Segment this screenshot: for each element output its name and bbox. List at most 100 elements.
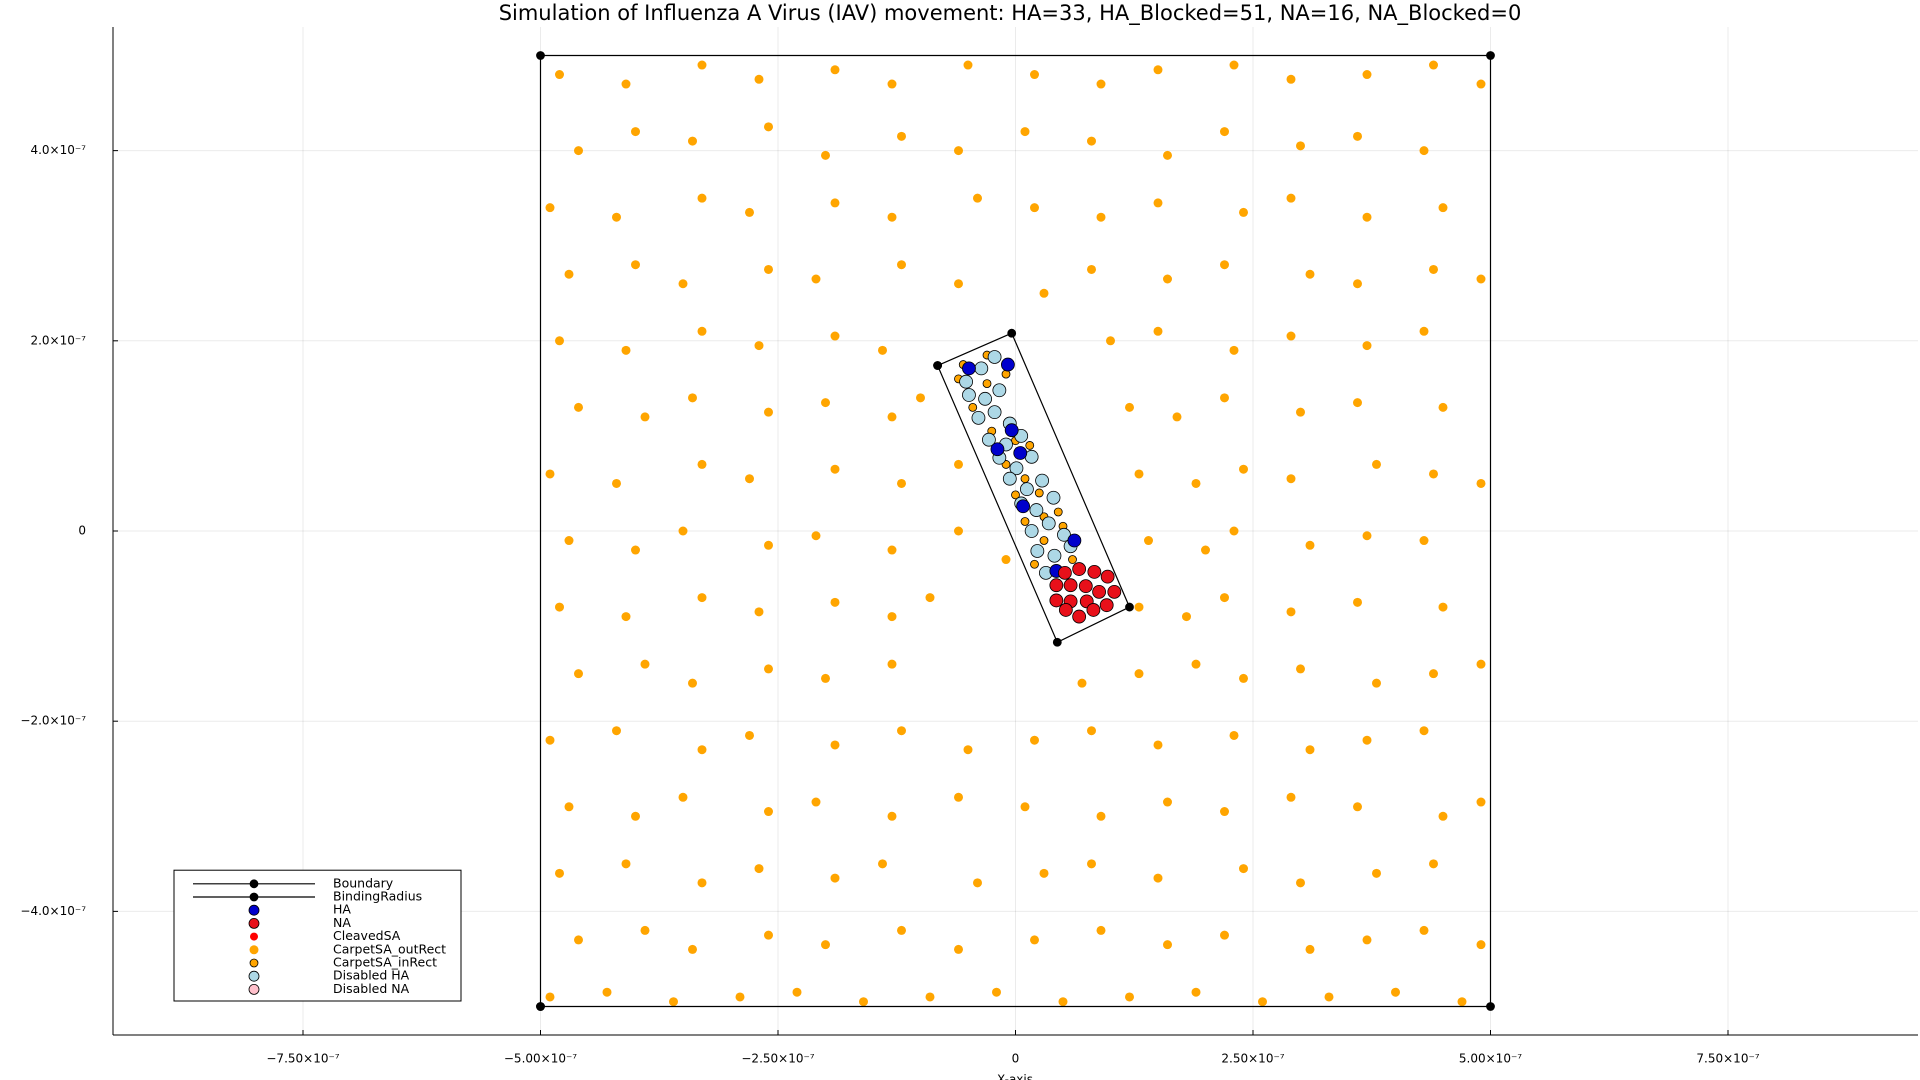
data-point	[1419, 326, 1429, 336]
data-point	[1100, 569, 1115, 584]
data-point	[1220, 807, 1229, 817]
data-point	[1296, 664, 1305, 674]
data-point	[887, 79, 897, 89]
data-point	[1476, 797, 1486, 807]
legend-marker	[249, 892, 259, 902]
data-point	[1429, 469, 1438, 479]
series-7	[959, 350, 1078, 580]
legend-marker	[249, 879, 259, 889]
data-point	[1438, 811, 1448, 821]
data-point	[697, 60, 707, 70]
data-point	[830, 331, 840, 341]
data-point	[859, 997, 868, 1007]
data-point	[1239, 464, 1248, 474]
data-point	[973, 878, 982, 888]
data-point	[1047, 548, 1062, 563]
data-point	[1029, 503, 1044, 517]
data-point	[555, 602, 564, 612]
data-point	[764, 407, 773, 417]
data-point	[887, 659, 897, 669]
data-point	[602, 987, 612, 997]
data-point	[764, 122, 773, 132]
data-point	[631, 545, 640, 555]
data-point	[735, 992, 745, 1002]
data-point	[1096, 811, 1106, 821]
data-point	[992, 383, 1007, 398]
data-point	[1030, 935, 1039, 945]
data-point	[887, 212, 897, 222]
data-point	[555, 70, 564, 80]
data-point	[968, 402, 978, 412]
data-point	[1286, 193, 1296, 203]
data-point	[1457, 997, 1467, 1007]
data-point	[574, 669, 583, 679]
data-point	[830, 740, 840, 750]
x-tick-label: 0	[1012, 1052, 1020, 1066]
data-point	[830, 873, 840, 883]
data-point	[1324, 992, 1334, 1002]
data-point	[1039, 288, 1049, 298]
y-tick-label: −2.0×10⁻⁷	[20, 714, 86, 728]
data-point	[1476, 79, 1486, 89]
data-point	[688, 393, 697, 403]
legend: BoundaryBindingRadiusHANACleavedSACarpet…	[173, 869, 462, 1002]
x-tick-label: 7.50×10⁻⁷	[1696, 1052, 1759, 1066]
legend-label: Boundary	[333, 875, 394, 890]
data-point	[1035, 473, 1049, 488]
data-point	[754, 341, 764, 351]
data-point	[1476, 274, 1486, 284]
data-point	[1072, 562, 1087, 576]
data-point	[1220, 260, 1229, 270]
data-point	[1438, 203, 1448, 213]
data-point	[962, 388, 976, 402]
data-point	[1153, 65, 1163, 75]
x-tick-label: −5.00×10⁻⁷	[504, 1052, 577, 1066]
data-point	[1362, 531, 1372, 541]
data-point	[678, 526, 688, 536]
data-point	[678, 279, 688, 289]
data-point	[1025, 441, 1035, 450]
data-point	[959, 374, 973, 389]
data-point	[1286, 474, 1296, 484]
data-point	[1067, 533, 1082, 548]
data-point	[1239, 864, 1248, 874]
data-point	[1353, 597, 1362, 607]
data-point	[1362, 212, 1372, 222]
data-point	[754, 607, 764, 617]
data-point	[1013, 446, 1028, 460]
data-point	[1438, 402, 1448, 412]
data-point	[954, 459, 963, 469]
data-point	[990, 442, 1005, 457]
data-point	[978, 391, 992, 406]
data-point	[1296, 407, 1305, 417]
data-point	[1046, 490, 1061, 505]
data-point	[830, 597, 840, 607]
data-point	[536, 51, 545, 60]
data-point	[830, 65, 840, 75]
series-0	[536, 51, 1495, 1011]
data-point	[878, 859, 887, 869]
chart-title: Simulation of Influenza A Virus (IAV) mo…	[499, 1, 1522, 26]
data-point	[688, 678, 697, 688]
data-point	[697, 326, 707, 336]
data-point	[954, 146, 963, 156]
data-point	[887, 412, 897, 422]
data-point	[1172, 412, 1182, 422]
data-point	[1087, 859, 1096, 869]
data-point	[1016, 499, 1030, 514]
data-point	[1372, 678, 1381, 688]
data-point	[1191, 659, 1201, 669]
data-point	[925, 992, 935, 1002]
legend-marker	[250, 932, 258, 941]
data-point	[811, 274, 821, 284]
data-point	[830, 464, 840, 474]
data-point	[745, 474, 754, 484]
data-point	[1372, 459, 1381, 469]
data-point	[1419, 925, 1429, 935]
data-point	[897, 726, 906, 736]
legend-marker	[248, 970, 260, 982]
data-point	[792, 987, 802, 997]
data-point	[631, 260, 640, 270]
data-point	[1305, 269, 1315, 279]
data-point	[1476, 940, 1486, 950]
